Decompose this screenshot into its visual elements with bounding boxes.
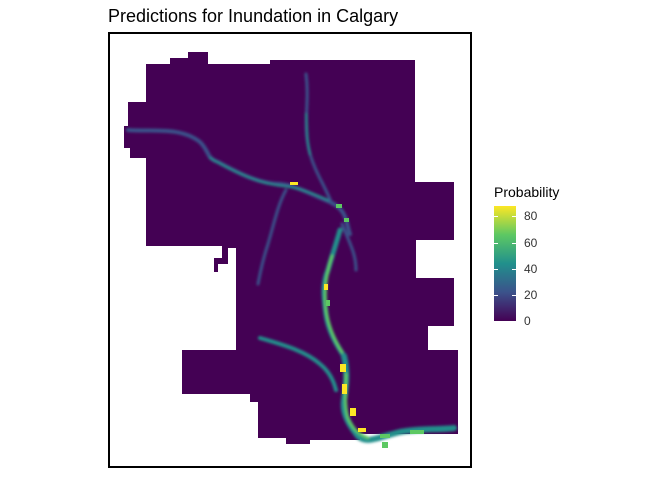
city-boundary-nub	[250, 394, 260, 402]
city-boundary	[124, 58, 458, 444]
legend-tick-label: 40	[524, 261, 538, 276]
hotspot-cell	[382, 442, 388, 448]
legend-tick-mark	[512, 242, 516, 244]
hotspot-cell	[336, 204, 342, 208]
river-elbow-river-core	[323, 254, 344, 354]
legend-tick-mark	[494, 216, 498, 218]
legend-tick-mark	[494, 294, 498, 296]
map-panel	[108, 32, 472, 468]
hotspot-cell	[358, 428, 366, 432]
city-boundary-notch	[188, 52, 208, 64]
hotspot-cell	[340, 364, 346, 372]
legend-tick-label: 80	[524, 209, 538, 224]
legend-tick-label: 60	[524, 235, 538, 250]
river-channels	[126, 72, 457, 443]
hotspot-cell	[344, 218, 349, 222]
hotspot-cell	[380, 434, 390, 438]
legend-tick-mark	[494, 268, 498, 270]
legend-tick-mark	[512, 268, 516, 270]
hotspot-cell	[410, 430, 424, 434]
legend-tick-mark	[512, 321, 516, 322]
legend-tick-label: 20	[524, 287, 538, 302]
chart-title: Predictions for Inundation in Calgary	[108, 6, 399, 26]
hotspots	[290, 182, 424, 448]
legend-tick-mark	[512, 294, 516, 296]
hotspot-cell	[290, 182, 298, 185]
legend-tick-label: 0	[524, 314, 531, 328]
legend-title: Probability	[494, 184, 560, 200]
river-nose-creek-core	[305, 113, 311, 155]
hotspot-cell	[324, 284, 328, 290]
legend-colorbar	[494, 206, 516, 321]
legend-tick-mark	[512, 216, 516, 218]
inundation-map	[124, 52, 458, 448]
legend-tick-mark	[494, 321, 498, 322]
river-east-branch	[340, 222, 358, 272]
river-bow-river-west-core	[209, 157, 333, 203]
legend-tick-mark	[494, 242, 498, 244]
hotspot-cell	[350, 408, 356, 416]
legend: Probability 0 20 40 60 80	[494, 184, 560, 328]
river-west-channel	[256, 188, 288, 286]
hotspot-cell	[326, 300, 330, 306]
river-fish-creek	[258, 336, 338, 392]
hotspot-cell	[342, 384, 347, 394]
